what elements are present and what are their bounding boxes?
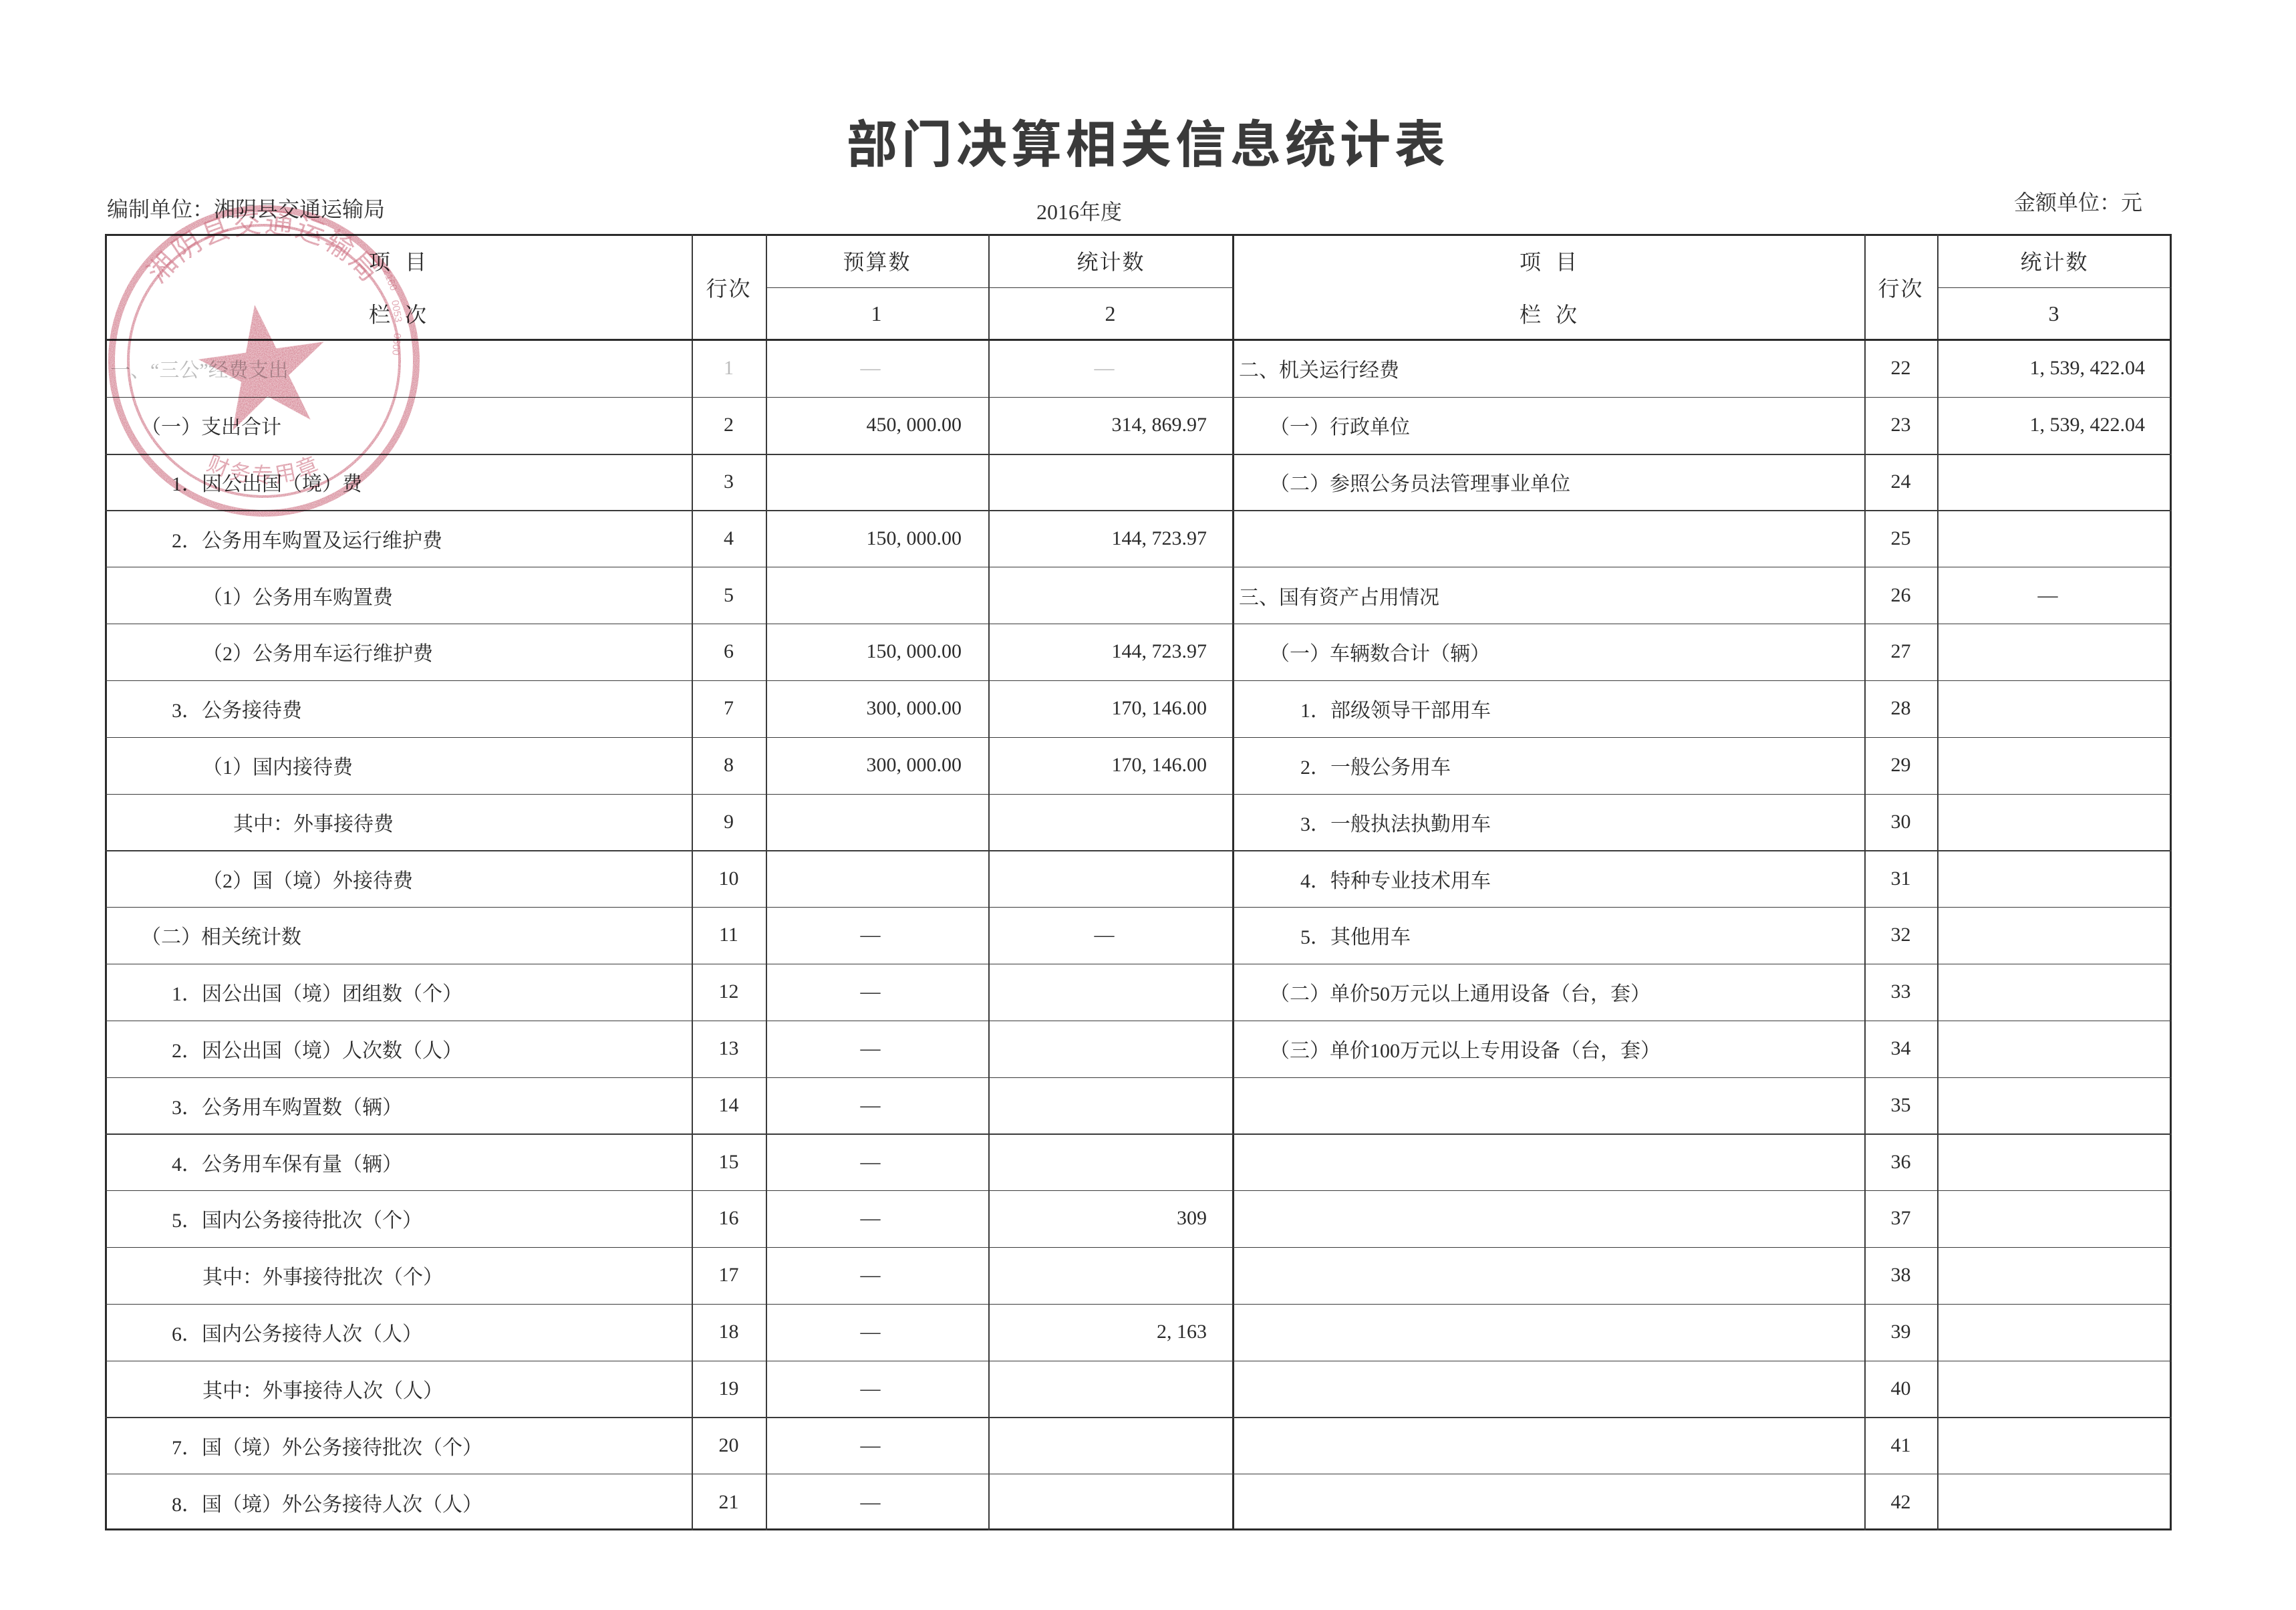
svg-text:0600: 0600 <box>390 333 403 356</box>
svg-text:湘阴县交通运输局: 湘阴县交通运输局 <box>136 200 392 290</box>
svg-text:2160: 2160 <box>380 267 399 292</box>
svg-text:财务专用章: 财务专用章 <box>203 447 325 489</box>
